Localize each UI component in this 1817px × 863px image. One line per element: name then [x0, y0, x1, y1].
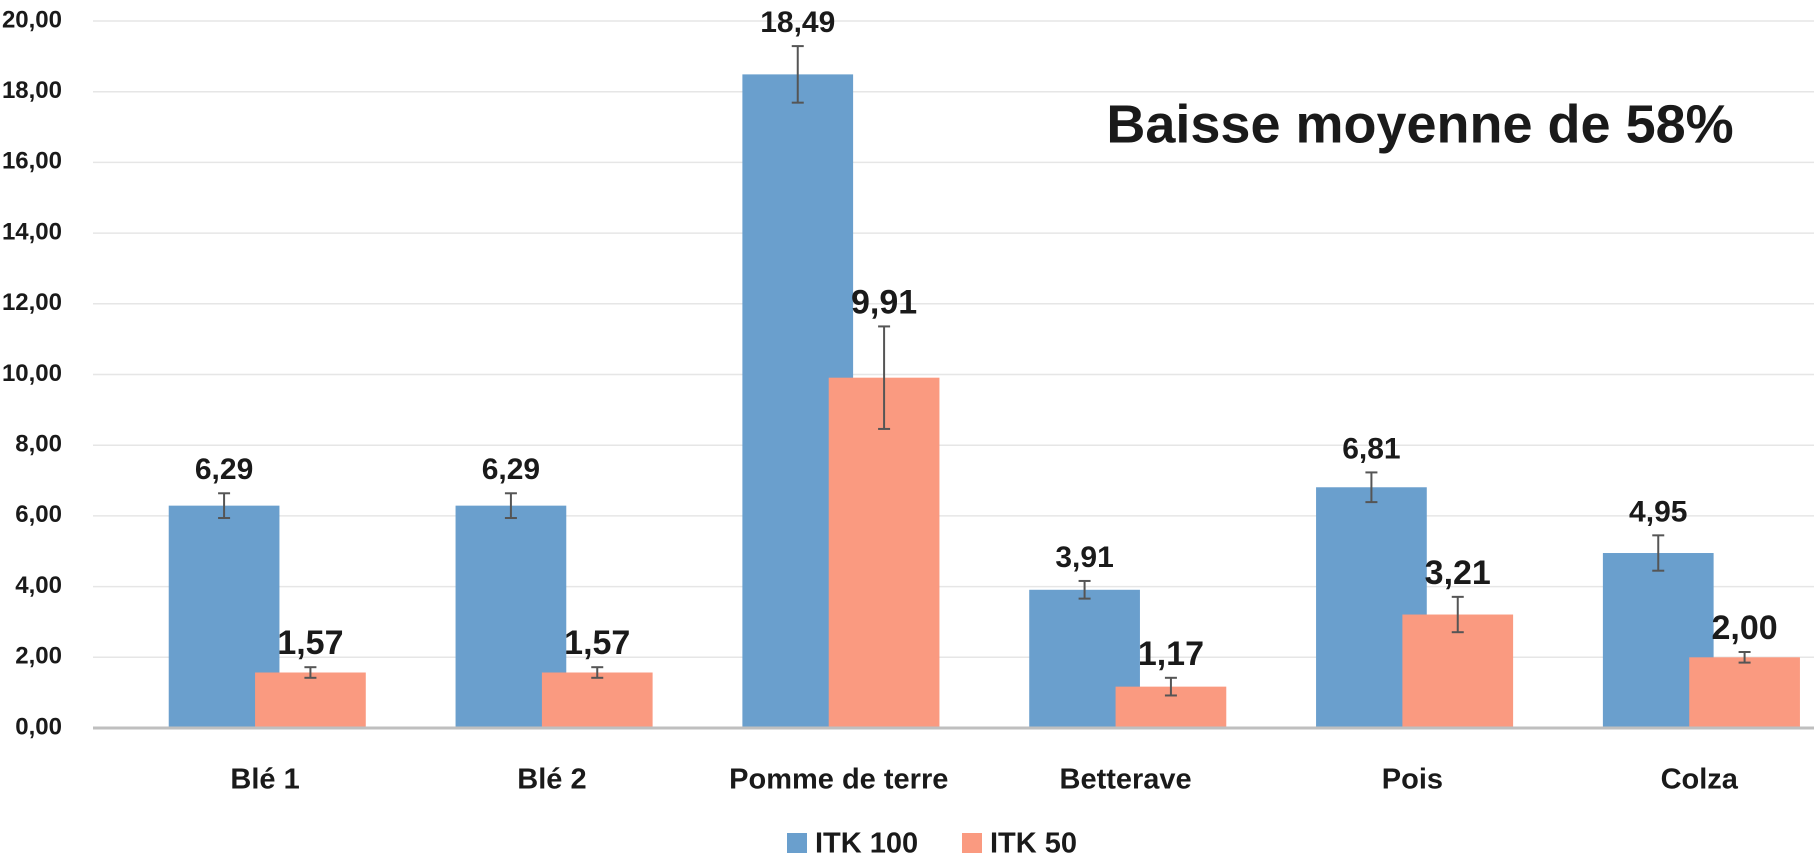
- error-bar: [591, 666, 604, 679]
- x-tick-label: Pomme de terre: [729, 764, 948, 796]
- annotation: Baisse moyenne de 58%: [1106, 94, 1733, 154]
- legend-swatch: [962, 833, 982, 853]
- data-label: 1,57: [277, 624, 343, 662]
- error-bar: [1738, 650, 1751, 664]
- error-bar: [1451, 595, 1464, 634]
- y-tick-label: 2,00: [15, 643, 62, 670]
- x-tick-label: Pois: [1382, 764, 1443, 796]
- y-tick-label: 14,00: [2, 218, 62, 245]
- error-bar: [504, 492, 517, 520]
- y-tick-label: 16,00: [2, 148, 62, 175]
- y-tick-label: 18,00: [2, 77, 62, 104]
- bar: [541, 672, 653, 728]
- bar: [828, 377, 940, 728]
- data-label: 3,21: [1425, 554, 1491, 592]
- error-bar: [1652, 534, 1665, 572]
- error-bar: [791, 45, 804, 104]
- y-tick-label: 4,00: [15, 572, 62, 599]
- bar: [1689, 657, 1800, 728]
- data-label: 9,91: [851, 283, 917, 321]
- error-bar: [1078, 579, 1091, 600]
- bar: [1402, 614, 1514, 728]
- error-bar: [218, 492, 231, 520]
- y-tick-label: 0,00: [15, 713, 62, 740]
- y-tick-label: 20,00: [2, 6, 62, 33]
- error-bar: [1365, 471, 1378, 504]
- y-tick-label: 12,00: [2, 289, 62, 316]
- y-tick-label: 8,00: [15, 431, 62, 458]
- data-label: 3,91: [1055, 541, 1113, 574]
- y-tick-label: 10,00: [2, 360, 62, 387]
- error-bar: [878, 325, 891, 430]
- x-tick-label: Colza: [1661, 764, 1739, 796]
- data-label: 6,29: [195, 453, 253, 486]
- legend-label: ITK 50: [990, 828, 1077, 860]
- data-label: 1,17: [1138, 635, 1204, 673]
- data-label: 18,49: [760, 6, 835, 39]
- legend-label: ITK 100: [815, 828, 918, 860]
- error-bar: [304, 666, 317, 679]
- data-label: 4,95: [1629, 495, 1687, 528]
- x-tick-label: Blé 2: [517, 764, 586, 796]
- bar: [255, 672, 366, 728]
- x-tick-label: Betterave: [1060, 764, 1192, 796]
- data-label: 6,81: [1342, 432, 1400, 465]
- y-tick-label: 6,00: [15, 501, 62, 528]
- x-tick-label: Blé 1: [230, 764, 299, 796]
- error-bar: [1164, 676, 1177, 697]
- legend-swatch: [787, 833, 807, 853]
- data-label: 2,00: [1711, 609, 1777, 647]
- data-label: 1,57: [564, 624, 630, 662]
- data-label: 6,29: [482, 453, 540, 486]
